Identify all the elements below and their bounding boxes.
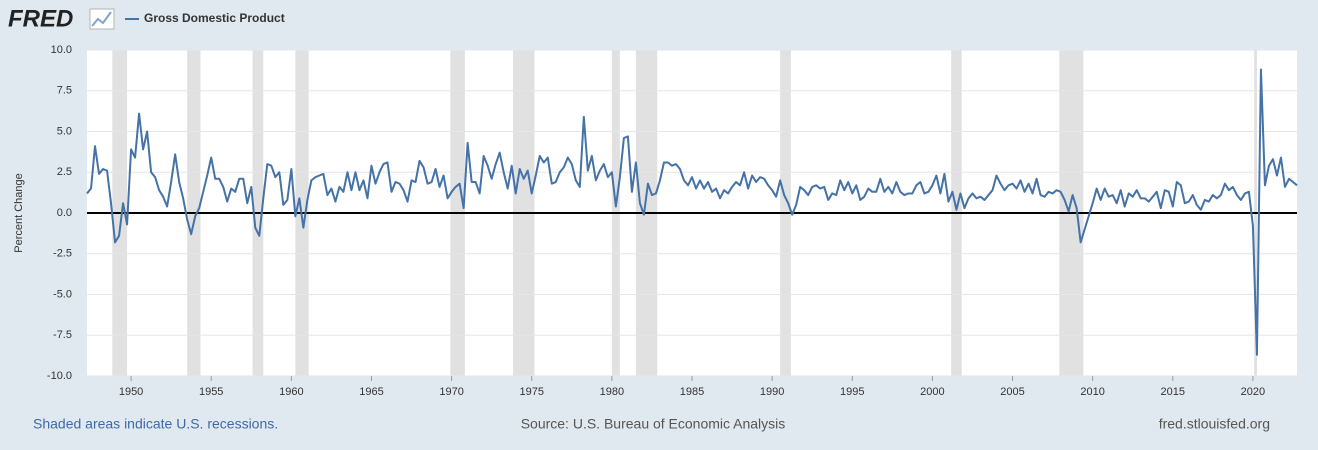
x-tick-label: 1990: [760, 386, 784, 398]
x-tick-label: 2010: [1080, 386, 1104, 398]
x-tick-label: 1965: [359, 386, 383, 398]
x-tick-label: 2000: [920, 386, 944, 398]
y-axis-label: Percent Change: [13, 173, 25, 253]
x-tick-label: 1970: [439, 386, 463, 398]
y-tick-label: -7.5: [53, 329, 72, 341]
y-tick-label: 10.0: [51, 44, 72, 56]
x-tick-label: 1985: [680, 386, 704, 398]
y-tick-label: 5.0: [57, 125, 72, 137]
y-tick-label: 7.5: [57, 85, 72, 97]
logo: FRED: [8, 5, 73, 32]
series-line: [86, 68, 1298, 356]
site: fred.stlouisfed.org: [1159, 416, 1270, 432]
y-tick-label: 0.0: [57, 207, 72, 219]
x-tick-label: 1995: [840, 386, 864, 398]
x-tick-label: 2005: [1000, 386, 1024, 398]
y-tick-label: -5.0: [53, 288, 72, 300]
logo-icon: [89, 8, 115, 30]
x-tick-label: 1955: [199, 386, 223, 398]
y-tick-label: 2.5: [57, 166, 72, 178]
x-tick-label: 1950: [119, 386, 143, 398]
source: Source: U.S. Bureau of Economic Analysis: [521, 416, 786, 432]
legend-label: Gross Domestic Product: [144, 11, 285, 25]
recession-note: Shaded areas indicate U.S. recessions.: [33, 416, 278, 432]
x-tick-label: 2015: [1161, 386, 1185, 398]
y-tick-label: -10.0: [47, 370, 72, 382]
x-tick-label: 1980: [600, 386, 624, 398]
x-tick-label: 2020: [1241, 386, 1265, 398]
y-tick-label: -2.5: [53, 248, 72, 260]
x-tick-label: 1960: [279, 386, 303, 398]
x-tick-label: 1975: [519, 386, 543, 398]
